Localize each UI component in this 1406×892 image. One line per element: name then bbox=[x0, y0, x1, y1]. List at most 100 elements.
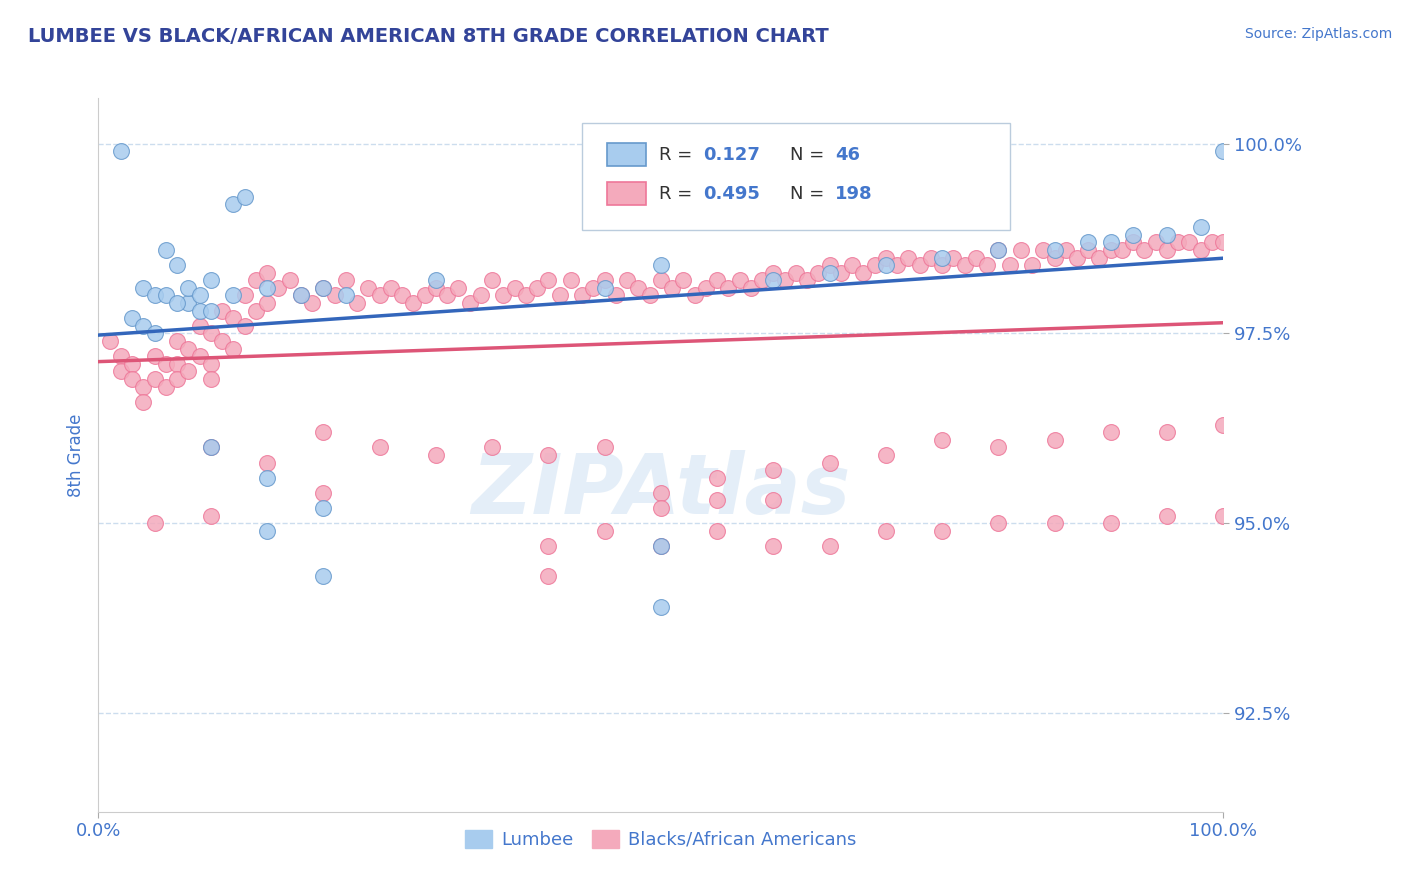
Point bbox=[188, 318, 211, 333]
Point bbox=[953, 258, 976, 272]
Point bbox=[1212, 235, 1234, 250]
Point bbox=[121, 357, 143, 371]
Point bbox=[177, 342, 200, 356]
Point bbox=[1032, 243, 1054, 257]
Point bbox=[458, 296, 481, 310]
Text: 46: 46 bbox=[835, 146, 860, 164]
Point bbox=[1133, 243, 1156, 257]
Point bbox=[121, 311, 143, 326]
Point bbox=[1043, 516, 1066, 531]
Point bbox=[256, 456, 278, 470]
Point bbox=[233, 318, 256, 333]
Point bbox=[1099, 425, 1122, 439]
Point bbox=[1212, 417, 1234, 432]
Point bbox=[278, 273, 301, 287]
Point bbox=[380, 281, 402, 295]
Point bbox=[503, 281, 526, 295]
Point bbox=[1201, 235, 1223, 250]
Point bbox=[1054, 243, 1077, 257]
Point bbox=[1043, 251, 1066, 265]
Point bbox=[1156, 227, 1178, 242]
Point bbox=[200, 357, 222, 371]
Point bbox=[481, 440, 503, 454]
Point bbox=[222, 288, 245, 302]
Point bbox=[155, 243, 177, 257]
Point bbox=[852, 266, 875, 280]
Point bbox=[740, 281, 762, 295]
Point bbox=[312, 281, 335, 295]
Point bbox=[188, 288, 211, 302]
Point bbox=[965, 251, 987, 265]
Point bbox=[875, 258, 897, 272]
Point bbox=[1156, 243, 1178, 257]
Point bbox=[312, 281, 335, 295]
Point bbox=[1021, 258, 1043, 272]
Point bbox=[987, 243, 1010, 257]
Text: ZIPAtlas: ZIPAtlas bbox=[471, 450, 851, 531]
Point bbox=[1111, 243, 1133, 257]
Point bbox=[1156, 425, 1178, 439]
Point bbox=[1167, 235, 1189, 250]
Point bbox=[256, 471, 278, 485]
Point bbox=[132, 318, 155, 333]
Text: 0.127: 0.127 bbox=[703, 146, 761, 164]
Point bbox=[346, 296, 368, 310]
Point bbox=[593, 524, 616, 538]
Point bbox=[166, 334, 188, 348]
Point bbox=[773, 273, 796, 287]
Point bbox=[627, 281, 650, 295]
Point bbox=[368, 440, 391, 454]
Point bbox=[200, 326, 222, 341]
Point bbox=[1099, 235, 1122, 250]
Point bbox=[110, 145, 132, 159]
Point bbox=[481, 273, 503, 287]
Point bbox=[1066, 251, 1088, 265]
Point bbox=[863, 258, 886, 272]
Point bbox=[650, 486, 672, 500]
Point bbox=[605, 288, 627, 302]
Point bbox=[132, 281, 155, 295]
Point bbox=[818, 539, 841, 553]
Point bbox=[188, 303, 211, 318]
Point bbox=[368, 288, 391, 302]
Legend: Lumbee, Blacks/African Americans: Lumbee, Blacks/African Americans bbox=[458, 822, 863, 856]
Point bbox=[425, 448, 447, 462]
Point bbox=[132, 379, 155, 393]
Point bbox=[245, 303, 267, 318]
Point bbox=[177, 364, 200, 378]
Text: R =: R = bbox=[658, 146, 697, 164]
Point bbox=[166, 296, 188, 310]
Point bbox=[1043, 433, 1066, 447]
Point bbox=[751, 273, 773, 287]
Point bbox=[110, 349, 132, 363]
Point bbox=[166, 258, 188, 272]
FancyBboxPatch shape bbox=[607, 182, 647, 205]
Point bbox=[706, 493, 728, 508]
Point bbox=[222, 342, 245, 356]
Point bbox=[650, 273, 672, 287]
Point bbox=[931, 524, 953, 538]
Point bbox=[1099, 243, 1122, 257]
Point bbox=[638, 288, 661, 302]
Point bbox=[706, 471, 728, 485]
Point bbox=[593, 440, 616, 454]
Point bbox=[402, 296, 425, 310]
Point bbox=[1077, 235, 1099, 250]
Point bbox=[155, 379, 177, 393]
Point bbox=[762, 539, 785, 553]
Point bbox=[920, 251, 942, 265]
Point bbox=[998, 258, 1021, 272]
Point bbox=[762, 463, 785, 477]
Point bbox=[425, 273, 447, 287]
Point bbox=[875, 448, 897, 462]
Point bbox=[188, 349, 211, 363]
Point bbox=[200, 273, 222, 287]
Point bbox=[200, 440, 222, 454]
Point bbox=[728, 273, 751, 287]
Point bbox=[222, 197, 245, 211]
Point bbox=[1212, 145, 1234, 159]
Point bbox=[200, 303, 222, 318]
Point bbox=[762, 266, 785, 280]
Point bbox=[537, 273, 560, 287]
Point bbox=[593, 281, 616, 295]
